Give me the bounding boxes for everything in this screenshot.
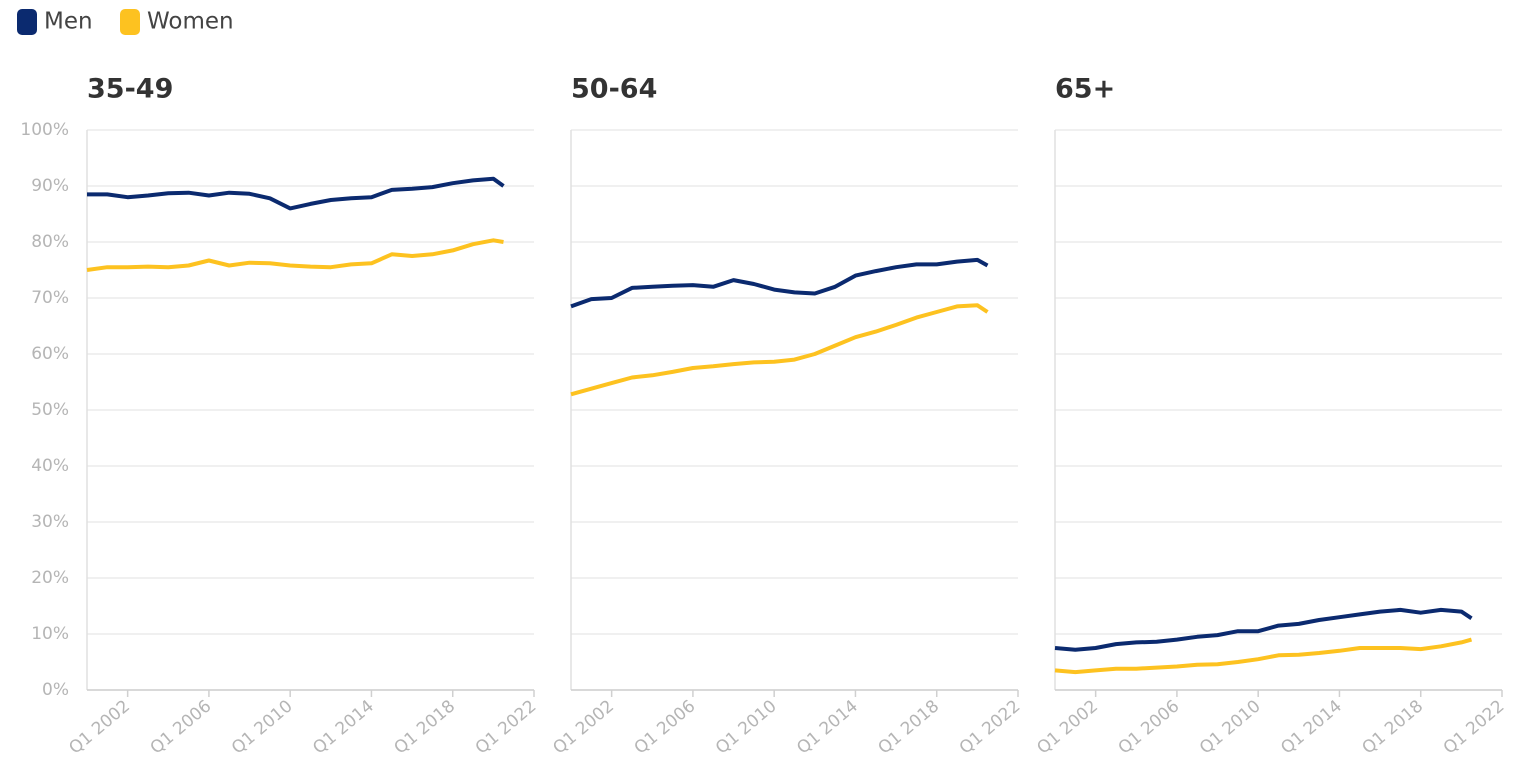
data-line (570, 257, 989, 309)
x-tick-label: Q1 2018 (874, 696, 943, 758)
x-tick-label: Q1 2022 (956, 696, 1025, 758)
x-tick-label: Q1 2014 (793, 696, 862, 758)
x-tick-label: Q1 2006 (147, 696, 216, 758)
x-tick-label: Q1 2018 (390, 696, 459, 758)
data-line (87, 176, 505, 211)
y-tick-label: 50% (31, 400, 69, 420)
y-tick-label: 10% (31, 624, 69, 644)
x-tick-label: Q1 2014 (1277, 696, 1346, 758)
x-tick-label: Q1 2002 (1033, 696, 1102, 758)
y-tick-label: 100% (20, 120, 69, 140)
x-tick-label: Q1 2014 (309, 696, 378, 758)
y-tick-label: 60% (31, 344, 69, 364)
y-tick-label: 30% (31, 512, 69, 532)
legend-swatch (17, 9, 37, 35)
y-tick-label: 20% (31, 568, 69, 588)
y-tick-label: 0% (42, 680, 69, 700)
x-tick-label: Q1 2022 (1440, 696, 1509, 758)
data-line (1054, 637, 1473, 675)
x-tick-label: Q1 2010 (1196, 696, 1265, 758)
data-line (570, 303, 989, 397)
x-tick-label: Q1 2010 (228, 696, 297, 758)
y-tick-label: 90% (31, 176, 69, 196)
x-tick-label: Q1 2006 (1115, 696, 1184, 758)
panel-title: 35-49 (87, 74, 173, 105)
x-tick-label: Q1 2002 (65, 696, 134, 758)
legend-label: Men (44, 9, 93, 35)
x-tick-label: Q1 2002 (549, 696, 618, 758)
data-line (1054, 607, 1473, 652)
data-line (86, 238, 504, 272)
x-tick-label: Q1 2018 (1358, 696, 1427, 758)
legend-swatch (120, 9, 140, 35)
y-tick-label: 80% (31, 232, 69, 252)
panel-title: 50-64 (571, 74, 657, 105)
y-tick-label: 40% (31, 456, 69, 476)
x-tick-label: Q1 2010 (712, 696, 781, 758)
x-tick-label: Q1 2006 (631, 696, 700, 758)
panel-title: 65+ (1055, 74, 1115, 105)
x-tick-label: Q1 2022 (472, 696, 541, 758)
legend-label: Women (147, 9, 234, 35)
y-tick-label: 70% (31, 288, 69, 308)
